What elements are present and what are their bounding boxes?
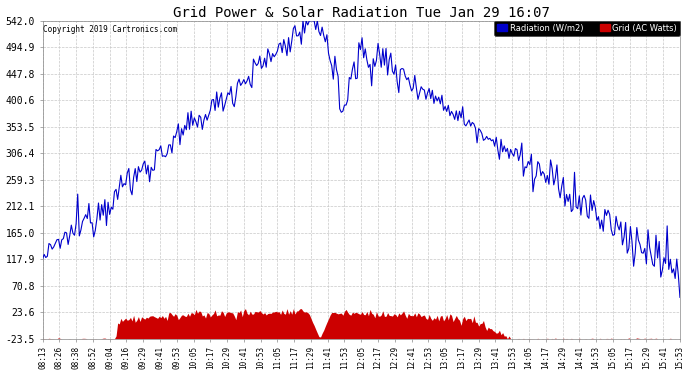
Legend: Radiation (W/m2), Grid (AC Watts): Radiation (W/m2), Grid (AC Watts) [494,21,680,36]
Title: Grid Power & Solar Radiation Tue Jan 29 16:07: Grid Power & Solar Radiation Tue Jan 29 … [172,6,550,20]
Text: Copyright 2019 Cartronics.com: Copyright 2019 Cartronics.com [43,26,177,34]
